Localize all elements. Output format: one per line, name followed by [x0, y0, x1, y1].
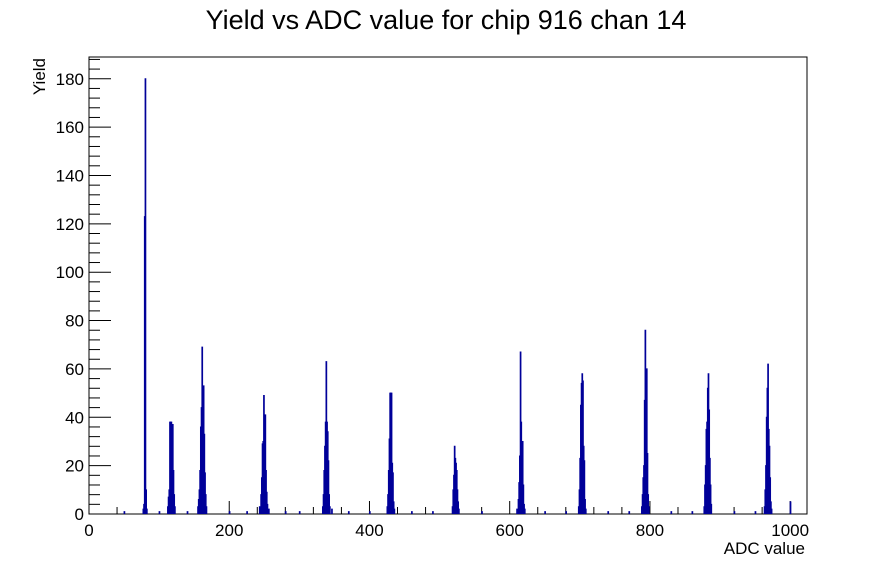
histogram-bin: [145, 508, 148, 514]
histogram-bin: [544, 511, 546, 514]
histogram-bin: [329, 506, 331, 514]
y-axis-label: Yield: [30, 58, 49, 95]
histogram-bin: [228, 511, 231, 514]
histogram-bin: [769, 477, 772, 514]
x-tick-label: 800: [636, 521, 664, 540]
histogram-bin: [266, 503, 269, 514]
histogram-bin: [246, 511, 248, 514]
x-axis-label: ADC value: [724, 539, 805, 558]
y-tick-label: 160: [56, 118, 84, 137]
histogram-bin: [516, 508, 518, 514]
histogram-bin: [298, 511, 301, 514]
x-tick-label: 600: [496, 521, 524, 540]
histogram-bin: [457, 501, 460, 514]
histogram-bin: [583, 460, 586, 514]
histogram-bin: [481, 511, 483, 514]
histogram-bin: [265, 491, 268, 514]
histogram-bin: [368, 511, 371, 514]
histogram-bin: [393, 508, 396, 514]
histogram-bin: [328, 494, 331, 514]
histogram-bin: [565, 511, 567, 514]
histogram-bin: [392, 472, 394, 514]
y-axis: 0 20 40 60 80 100 120 140 160 180: [56, 58, 111, 524]
histogram-bin: [347, 511, 350, 514]
histogram-bin: [284, 511, 287, 514]
histogram-bin: [201, 346, 204, 514]
y-tick-label: 80: [65, 312, 84, 331]
histogram-bin: [710, 503, 713, 514]
histogram-bin: [691, 511, 694, 514]
histogram-bin: [733, 511, 736, 514]
histogram-bin: [258, 506, 261, 514]
histogram-bin: [123, 511, 126, 514]
histogram-bin: [754, 511, 757, 514]
y-tick-label: 120: [56, 215, 84, 234]
y-tick-label: 140: [56, 166, 84, 185]
histogram-bin: [331, 508, 333, 514]
histogram-bin: [789, 501, 792, 514]
histogram-bin: [263, 395, 265, 514]
histogram-bin: [628, 511, 631, 514]
x-tick-label: 200: [215, 521, 243, 540]
x-tick-label: 400: [355, 521, 383, 540]
y-tick-label: 100: [56, 263, 84, 282]
x-axis: 0 200 400 600 800 1000: [84, 501, 809, 540]
y-tick-label: 20: [65, 457, 84, 476]
histogram-bin: [145, 489, 147, 514]
histogram-bin: [645, 368, 648, 514]
histogram-bin: [646, 453, 649, 514]
histogram-bin: [392, 501, 395, 514]
histogram-bin: [458, 508, 460, 514]
histogram-bin: [268, 508, 270, 514]
histogram-bin: [204, 494, 207, 514]
x-tick-label: 1000: [771, 521, 809, 540]
histogram-bin: [327, 460, 330, 514]
chart-title: Yield vs ADC value for chip 916 chan 14: [206, 5, 687, 35]
histogram-bin: [584, 508, 587, 514]
histogram-bin: [644, 329, 647, 514]
histogram-bin: [264, 414, 267, 514]
y-tick-label: 0: [75, 505, 84, 524]
y-tick-label: 180: [56, 70, 84, 89]
plot-frame: [88, 56, 808, 515]
histogram-bin: [204, 472, 206, 514]
histogram-bin: [390, 392, 393, 514]
histogram-bin: [411, 511, 413, 514]
histogram-bin: [709, 484, 712, 514]
histogram-bin: [158, 511, 161, 514]
histogram-bin: [523, 508, 526, 514]
histogram-bin: [607, 511, 610, 514]
histogram-bin: [522, 484, 525, 514]
histogram-bin: [770, 501, 772, 514]
histogram-bin: [648, 506, 650, 514]
histogram-bin: [670, 511, 673, 514]
y-tick-label: 40: [65, 408, 84, 427]
histogram-bin: [584, 498, 586, 514]
histogram-bin: [186, 511, 189, 514]
histogram-bin: [432, 511, 434, 514]
histogram-bin: [205, 506, 208, 514]
histogram-bin: [174, 506, 176, 514]
histogram-bin: [521, 440, 524, 514]
histogram-bin: [770, 508, 773, 514]
histogram-series: [123, 78, 792, 514]
histogram-bin: [171, 424, 174, 514]
histogram-bin: [173, 494, 176, 514]
y-tick-label: 60: [65, 360, 84, 379]
histogram-bin: [647, 494, 650, 514]
histogram-bin: [172, 469, 175, 514]
x-tick-label: 0: [84, 521, 93, 540]
histogram-bin: [144, 78, 147, 514]
